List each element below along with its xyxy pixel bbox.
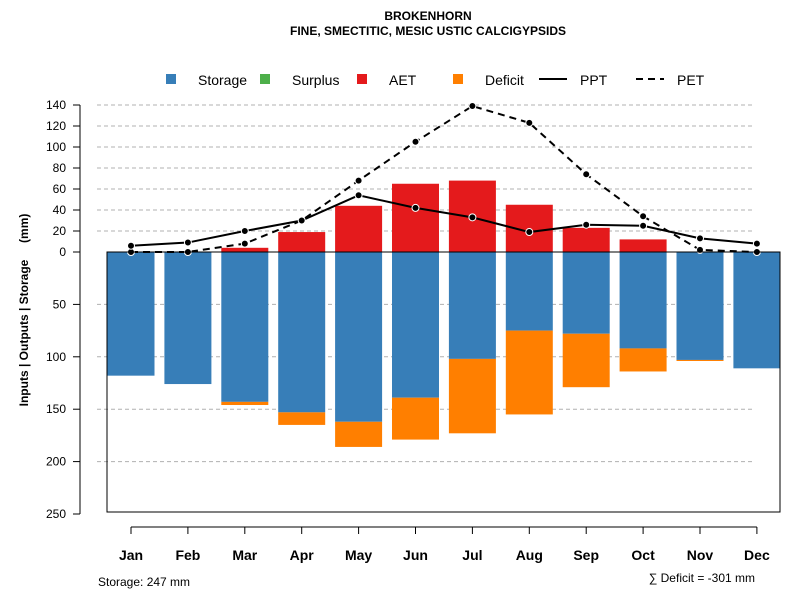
storage-footer: Storage: 247 mm [98, 575, 190, 589]
deficit-bar-jun [392, 397, 439, 440]
axes: 0 20 40 60 80 100 120 140 50 100 150 200 250 Jan Feb Ma… [46, 98, 781, 563]
pet-point-mar [240, 239, 249, 248]
aet-bar-oct [619, 239, 667, 252]
y-tick-label: 80 [53, 161, 67, 175]
ppt-point-mar [240, 227, 249, 235]
legend-swatch-storage [166, 74, 176, 84]
legend-swatch-aet [357, 74, 367, 84]
ppt-point-oct [639, 221, 648, 230]
deficit-bar-may [335, 421, 383, 447]
ppt-point-jul [468, 213, 477, 222]
bars [107, 180, 781, 447]
storage-bar-oct [619, 252, 667, 349]
chart-title: BROKENHORN [384, 9, 471, 23]
deficit-bar-nov [676, 359, 724, 361]
storage-bar-sep [562, 252, 610, 334]
storage-bar-mar [221, 252, 269, 402]
deficit-bar-mar [221, 401, 269, 406]
storage-bar-jan [107, 252, 155, 376]
ppt-point-aug [525, 228, 534, 237]
x-tick-label-mar: Mar [232, 547, 257, 563]
y-tick-label: 20 [53, 224, 67, 238]
legend-label-ppt: PPT [580, 72, 608, 88]
storage-bar-aug [505, 252, 553, 331]
aet-bar-mar [221, 247, 269, 252]
x-tick-label-sep: Sep [573, 547, 599, 563]
lines [127, 102, 761, 256]
ppt-point-apr [297, 216, 306, 225]
y-tick-label: 100 [46, 140, 66, 154]
legend-label-pet: PET [677, 72, 705, 88]
pet-point-jun [411, 137, 420, 146]
aet-bar-jun [392, 183, 439, 252]
y-axis-label: Inputs | Outputs | Storage (mm) [17, 214, 31, 407]
pet-point-sep [582, 170, 591, 179]
deficit-bar-jul [448, 358, 496, 434]
legend-label-storage: Storage [198, 72, 247, 88]
chart-subtitle: FINE, SMECTITIC, MESIC USTIC CALCIGYPSID… [290, 24, 566, 38]
ppt-point-sep [582, 220, 591, 229]
aet-bar-may [335, 205, 383, 252]
pet-point-aug [525, 118, 534, 127]
x-tick-label-jun: Jun [403, 547, 428, 563]
legend-swatch-deficit [453, 74, 463, 84]
legend-label-deficit: Deficit [485, 72, 524, 88]
deficit-bar-aug [505, 330, 553, 415]
ppt-point-dec [752, 239, 761, 248]
deficit-footer: ∑ Deficit = -301 mm [649, 571, 755, 585]
storage-bar-jun [392, 252, 439, 398]
pet-point-jul [468, 102, 477, 111]
y-tick-label: 140 [46, 98, 66, 112]
pet-point-may [354, 176, 363, 185]
x-tick-label-feb: Feb [175, 547, 200, 563]
y-tick-label: 40 [53, 203, 67, 217]
storage-bar-feb [164, 252, 212, 385]
y-tick-label: 120 [46, 119, 66, 133]
ppt-point-jun [411, 203, 420, 212]
x-tick-label-aug: Aug [516, 547, 543, 563]
aet-bar-sep [562, 227, 610, 252]
y-tick-label: 50 [53, 297, 67, 311]
y-tick-label: 0 [59, 245, 66, 259]
storage-bar-dec [733, 252, 781, 369]
y-tick-label: 100 [46, 350, 66, 364]
y-tick-label: 150 [46, 402, 66, 416]
x-tick-label-jan: Jan [119, 547, 143, 563]
y-tick-label: 200 [46, 455, 66, 469]
x-tick-label-jul: Jul [462, 547, 482, 563]
y-tick-label: 60 [53, 182, 67, 196]
storage-bar-nov [676, 252, 724, 360]
legend-label-surplus: Surplus [292, 72, 339, 88]
ppt-point-may [354, 191, 363, 200]
ppt-point-nov [696, 234, 704, 243]
legend: Storage Surplus AET Deficit PPT PET [166, 72, 705, 88]
y-tick-label: 250 [46, 507, 66, 521]
deficit-bar-oct [619, 348, 667, 372]
deficit-bar-sep [562, 333, 610, 388]
x-tick-label-oct: Oct [631, 547, 655, 563]
ppt-point-feb [183, 238, 192, 247]
storage-bar-apr [278, 252, 326, 413]
storage-bar-may [335, 252, 383, 422]
pet-point-oct [639, 212, 648, 221]
x-tick-label-dec: Dec [744, 547, 770, 563]
ppt-point-jan [127, 241, 135, 250]
legend-swatch-surplus [260, 74, 270, 84]
x-tick-label-may: May [345, 547, 372, 563]
x-tick-label-nov: Nov [687, 547, 714, 563]
aet-bar-apr [278, 232, 326, 252]
x-tick-label-apr: Apr [290, 547, 315, 563]
deficit-bar-apr [278, 412, 326, 425]
storage-bar-jul [448, 252, 496, 359]
ppt-line [130, 194, 757, 247]
legend-label-aet: AET [389, 72, 417, 88]
